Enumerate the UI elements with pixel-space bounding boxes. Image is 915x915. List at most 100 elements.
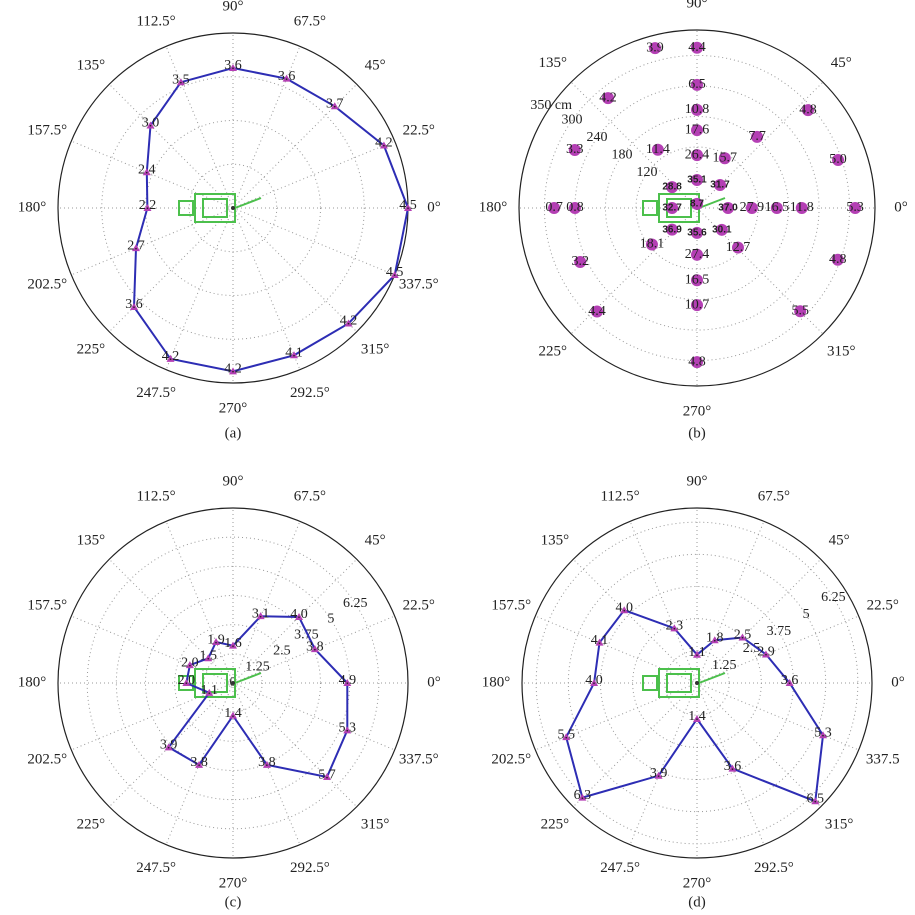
value-label: 1.5 [200,648,218,663]
theta-tick-label: 315° [825,817,854,833]
value-label: 1.6 [224,636,242,651]
value-label: 3.2 [571,254,589,269]
value-label: 10.7 [685,297,710,312]
value-label: 16.5 [765,200,790,215]
value-label: 6.5 [688,77,706,92]
value-label: 4.8 [829,252,847,267]
theta-tick-label: 45° [365,57,386,73]
value-label: 4.1 [285,346,303,361]
r-tick-label: 5 [803,607,810,622]
caption: (c) [225,894,242,910]
value-label: 3.8 [306,639,324,654]
theta-tick-label: 270° [683,403,712,419]
theta-tick-label: 270° [219,875,248,891]
r-tick-label: 300 [562,113,583,128]
robot-arm [235,198,261,208]
value-label: 4.4 [588,304,606,319]
theta-tick-label: 157.5° [27,123,67,139]
r-tick-label: 1.25 [712,658,737,673]
r-tick-label: 6.25 [821,590,846,605]
caption: (d) [688,894,706,910]
spoke [630,683,697,845]
value-label: 7.7 [748,129,766,144]
theta-tick-label: 67.5° [294,489,326,505]
value-label: 6.5 [807,792,825,807]
robot-tail [643,676,657,690]
theta-tick-label: 337.5 [866,751,900,767]
value-label: 3.8 [258,755,276,770]
value-label: 31.7 [710,180,730,191]
value-label: 1.9 [207,632,225,647]
caption: (a) [225,425,242,441]
theta-tick-label: 292.5° [754,860,794,876]
value-label: 8.7 [690,199,704,210]
theta-tick-label: 337.5° [399,751,439,767]
value-label: 4.5 [399,198,417,213]
theta-tick-label: 202.5° [491,751,531,767]
polar-line [134,68,408,371]
spoke [233,683,395,750]
value-label: 4.4 [688,40,706,55]
robot-tail [179,201,193,215]
spoke [697,683,859,750]
value-label: 2.3 [666,619,684,634]
theta-tick-label: 112.5° [136,489,175,505]
value-label: 4.2 [162,349,180,364]
r-tick-label: 180 [612,148,633,163]
value-label: 2.4 [138,163,156,178]
theta-tick-label: 157.5° [491,598,531,614]
theta-tick-label: 247.5° [136,385,176,401]
value-label: 35.1 [687,175,707,186]
theta-tick-label: 135° [77,57,106,73]
robot-frame [203,199,227,217]
theta-tick-label: 180° [18,674,47,690]
theta-tick-label: 247.5° [136,860,176,876]
value-label: 5.5 [557,727,575,742]
theta-tick-label: 0° [894,199,908,215]
theta-tick-label: 45° [831,55,852,71]
theta-tick-label: 135° [541,532,570,548]
value-label: 36.9 [662,224,682,235]
value-label: 11.4 [646,142,670,157]
theta-tick-label: 112.5° [600,489,639,505]
theta-tick-label: 135° [539,55,568,71]
value-label: 0.7 [545,200,563,215]
theta-tick-label: 22.5° [867,598,899,614]
value-label: 3.1 [252,606,270,621]
theta-tick-label: 270° [219,400,248,416]
value-label: 4.2 [224,362,242,377]
value-label: 6.3 [574,788,592,803]
theta-tick-label: 315° [361,817,390,833]
value-label: 3.3 [566,142,584,157]
theta-tick-label: 67.5° [294,14,326,30]
spoke [233,208,395,275]
value-label: 12.7 [726,240,751,255]
value-label: 4.2 [340,314,358,329]
value-label: 2.0 [181,655,199,670]
theta-tick-label: 180° [479,199,508,215]
value-label: 10.8 [685,102,710,117]
value-label: 3.9 [646,40,664,55]
value-label: 11.8 [790,200,814,215]
r-tick-label: 3.75 [767,624,792,639]
spoke [166,208,233,370]
value-label: 35.6 [687,228,707,239]
value-label: 5.3 [339,721,357,736]
robot-center [695,681,699,685]
theta-tick-label: 45° [365,532,386,548]
value-label: 28.8 [662,182,682,193]
value-label: 5.5 [791,303,809,318]
r-tick-label: 120 [637,165,658,180]
value-label: 0.8 [566,200,584,215]
robot-arm [699,673,725,683]
value-label: 2.7 [127,238,145,253]
theta-tick-label: 315° [361,342,390,358]
value-label: 4.0 [585,673,603,688]
robot-center [231,206,235,210]
value-label: 5.7 [318,767,336,782]
value-label: 3.5 [172,72,190,87]
theta-tick-label: 22.5° [403,598,435,614]
value-label: 2.5 [734,628,752,643]
figure: 0°22.5°45°67.5°90°112.5°135°157.5°180°20… [0,0,915,915]
theta-tick-label: 45° [829,532,850,548]
